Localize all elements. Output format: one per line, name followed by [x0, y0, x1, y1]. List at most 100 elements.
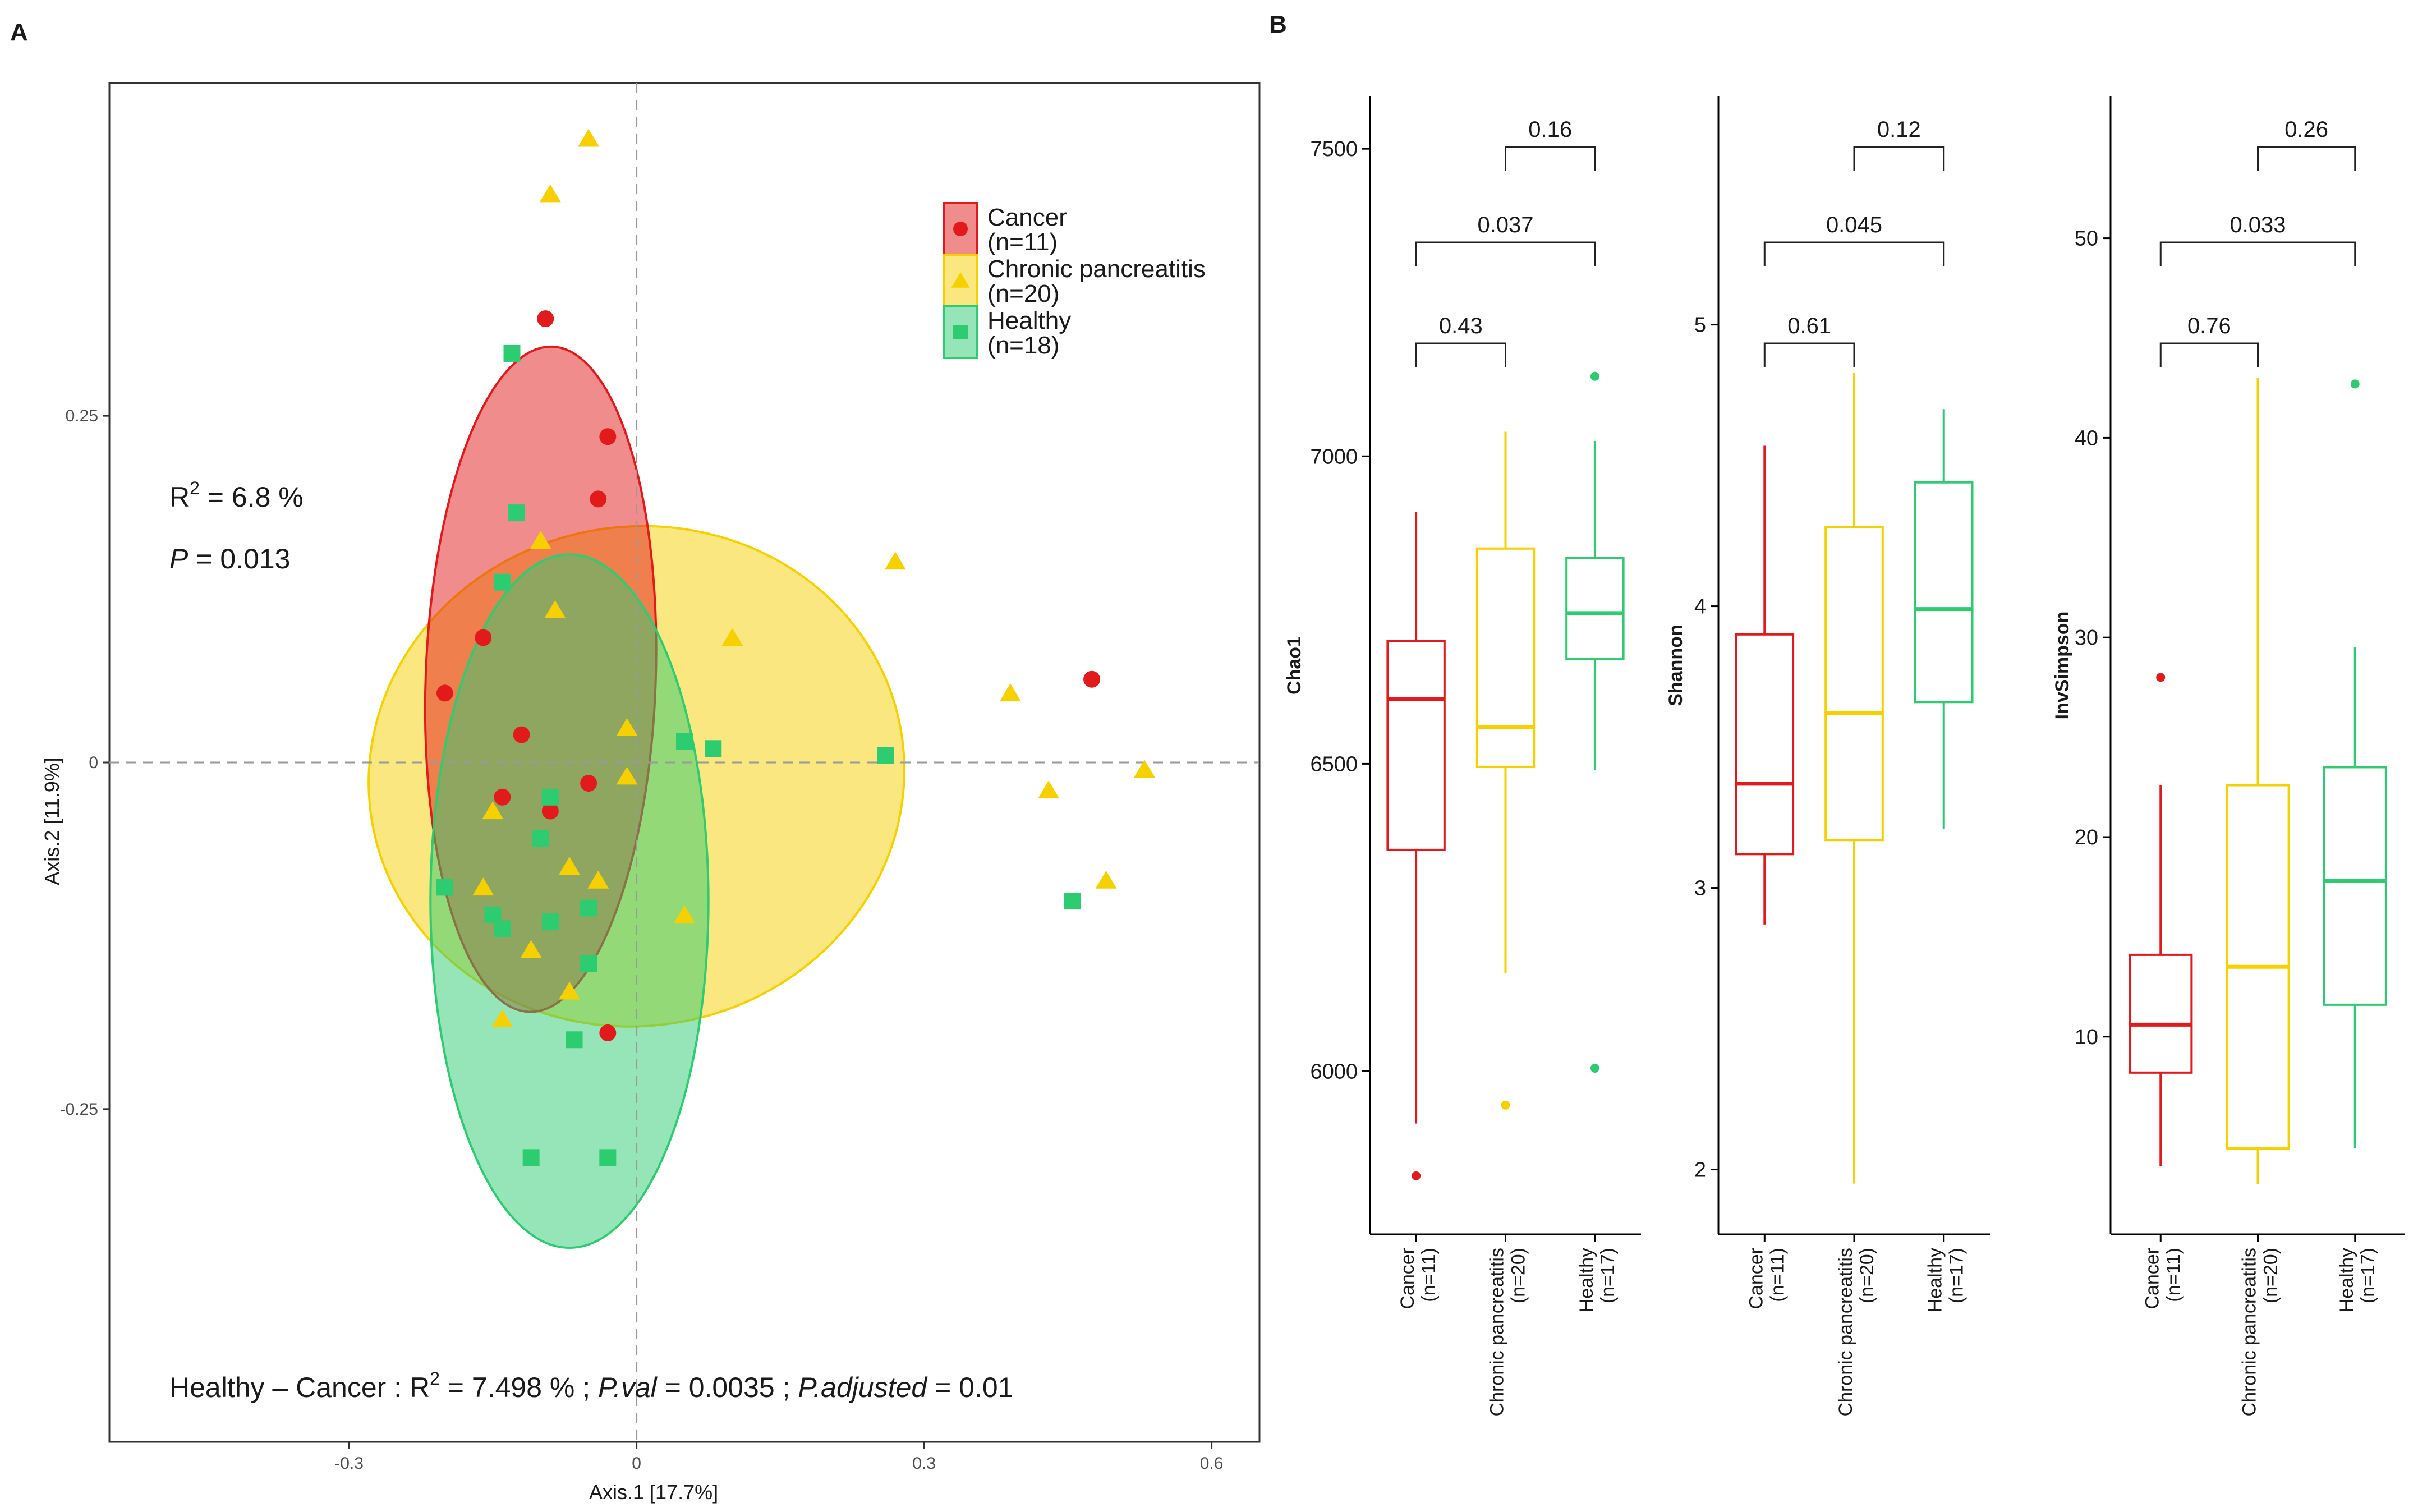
point-cancer-10	[599, 1024, 617, 1041]
point-chronic-10	[1134, 760, 1155, 778]
legend-label: Chronic pancreatitis	[987, 255, 1206, 283]
point-cancer-5	[1083, 670, 1101, 688]
pairwise-padj: = 0.01	[927, 1372, 1013, 1403]
y-tick-label: 6500	[1310, 752, 1358, 776]
pcoa-plot: -0.3 0 0.3 0.6 0.25 0 -0.25 Axis.1 [17.7%] Axis.…	[40, 82, 1261, 1504]
significance-bracket: 0.16	[1505, 117, 1596, 171]
y-tick-label: 6000	[1310, 1060, 1358, 1084]
category-label: Chronic pancreatitis	[1487, 1248, 1508, 1416]
bracket-pvalue: 0.16	[1528, 117, 1572, 142]
point-cancer-7	[494, 788, 511, 806]
point-cancer-9	[541, 802, 559, 820]
x-axis-title: Axis.1 [17.7%]	[589, 1481, 718, 1504]
box-cancer	[2129, 673, 2193, 1167]
point-chronic-19	[587, 870, 609, 889]
r2-prefix: R	[169, 481, 190, 513]
box-body	[1386, 640, 1446, 851]
point-healthy-17	[1064, 893, 1081, 910]
panel-label-a: A	[10, 19, 28, 46]
boxplot-chao1: 6000 6500 7000 7500 Chao1 Cancer (n=11) Chronic…	[1284, 96, 1641, 1416]
category-label: Chronic pancreatitis	[1835, 1248, 1856, 1416]
box-chronic	[1475, 431, 1536, 1110]
pcoa-legend: Cancer(n=11)Chronic pancreatitis(n=20)He…	[943, 202, 1206, 359]
legend-label: Cancer	[987, 204, 1067, 231]
point-healthy-13	[580, 955, 597, 972]
significance-bracket: 0.43	[1415, 314, 1506, 367]
bracket-pvalue: 0.43	[1439, 314, 1483, 338]
point-healthy-4	[705, 740, 722, 757]
y-tick-label: 3	[1694, 877, 1706, 900]
bracket-line	[2159, 241, 2356, 266]
y-tick-label: 50	[2075, 227, 2098, 251]
y-axis-title: InvSimpson	[2052, 612, 2073, 720]
point-healthy-0	[503, 344, 521, 362]
point-chronic-3	[544, 600, 566, 618]
r2-exponent: 2	[190, 478, 200, 498]
y-axis-title: Shannon	[1665, 624, 1686, 706]
y-tick-label: 0.25	[66, 407, 98, 425]
point-healthy-10	[494, 920, 511, 937]
pairwise-padj-label: P.adjusted	[798, 1372, 928, 1403]
p-value: = 0.013	[188, 543, 290, 575]
y-axis-title: Chao1	[1284, 636, 1305, 695]
point-healthy-1	[508, 504, 526, 522]
legend-item-healthy: Healthy(n=18)	[943, 305, 1071, 359]
point-chronic-6	[999, 683, 1021, 702]
box-body	[1735, 633, 1795, 856]
point-healthy-5	[877, 747, 894, 764]
pcoa-reference-lines	[109, 83, 1259, 1442]
legend-marker-chronic	[951, 272, 970, 288]
box-cancer	[1386, 511, 1446, 1180]
point-chronic-8	[616, 766, 638, 785]
legend-item-chronic: Chronic pancreatitis(n=20)	[943, 254, 1206, 307]
r2-annotation: R2 = 6.8 %	[169, 478, 304, 513]
pairwise-r2: = 7.498 % ;	[440, 1372, 598, 1403]
point-healthy-11	[541, 913, 559, 931]
bracket-line	[2257, 146, 2356, 171]
bracket-line	[2159, 342, 2259, 367]
legend-count: (n=18)	[987, 332, 1059, 359]
legend-marker-cancer	[953, 222, 968, 236]
point-cancer-3	[475, 629, 492, 646]
point-chronic-1	[539, 184, 561, 203]
y-tick-label: 7500	[1310, 137, 1358, 161]
significance-bracket: 0.76	[2159, 314, 2259, 367]
x-tick-label: 0.6	[1200, 1454, 1224, 1473]
box-chronic	[2226, 378, 2290, 1185]
point-chronic-14	[674, 905, 695, 923]
point-healthy-15	[522, 1149, 540, 1166]
y-tick-label: 40	[2075, 426, 2098, 450]
bracket-pvalue: 0.045	[1826, 213, 1882, 237]
point-cancer-2	[590, 490, 607, 508]
bracket-line	[1853, 146, 1945, 171]
category-label: Cancer	[2141, 1248, 2163, 1309]
pairwise-exponent: 2	[430, 1368, 440, 1389]
y-tick-label: 0	[89, 753, 98, 772]
pairwise-pval: = 0.0035 ;	[657, 1372, 798, 1403]
outlier-point	[1501, 1100, 1510, 1110]
significance-bracket: 0.26	[2257, 117, 2356, 171]
point-chronic-17	[559, 981, 580, 1000]
pcoa-points	[436, 128, 1155, 1166]
point-chronic-5	[721, 628, 743, 646]
category-label: Healthy	[1925, 1248, 1946, 1312]
point-chronic-0	[578, 128, 600, 147]
y-tick-label: 7000	[1310, 445, 1358, 468]
category-label: Cancer	[1745, 1248, 1767, 1309]
pcoa-axes: -0.3 0 0.3 0.6 0.25 0 -0.25 Axis.1 [17.7%] Axis.…	[40, 407, 1223, 1504]
point-healthy-2	[494, 573, 511, 591]
pairwise-annotation: Healthy – Cancer : R2 = 7.498 % ; P.val …	[169, 1368, 1013, 1403]
point-chronic-18	[491, 1009, 513, 1027]
outlier-point	[1412, 1171, 1421, 1180]
category-count: (n=20)	[1508, 1248, 1529, 1303]
category-count: (n=17)	[2357, 1248, 2379, 1303]
bracket-line	[1415, 342, 1506, 367]
y-tick-label: 10	[2075, 1026, 2098, 1049]
x-tick-label: -0.3	[334, 1454, 364, 1473]
x-tick-label: 0.3	[912, 1454, 936, 1473]
point-healthy-3	[676, 733, 693, 750]
boxplot-shannon: 2 3 4 5 Shannon Cancer (n=11) Chronic pancreati…	[1665, 96, 1990, 1416]
legend-count: (n=20)	[987, 280, 1059, 307]
legend-key-healthy	[943, 305, 978, 359]
y-tick-label: 30	[2075, 626, 2098, 650]
